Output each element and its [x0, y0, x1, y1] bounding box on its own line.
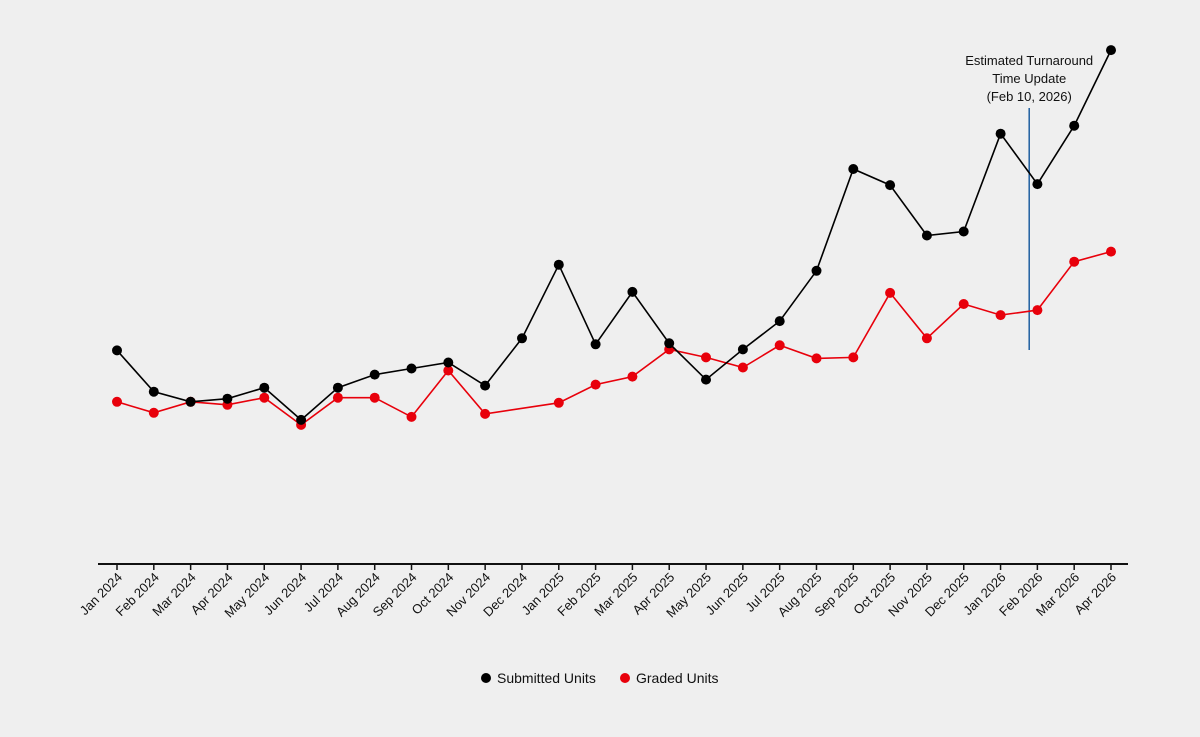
data-point — [332, 392, 343, 403]
data-point — [958, 299, 969, 309]
series-submitted — [112, 45, 1116, 425]
data-point — [148, 386, 159, 397]
data-point — [848, 352, 859, 363]
annotation-text-line: Estimated Turnaround — [965, 53, 1093, 68]
data-point — [553, 259, 564, 270]
data-point — [259, 382, 270, 393]
data-point — [222, 393, 233, 404]
data-point — [921, 333, 932, 344]
data-point — [848, 164, 859, 174]
data-point — [296, 414, 307, 425]
data-point — [480, 408, 491, 419]
series-line — [116, 49, 1112, 421]
data-point — [406, 411, 417, 422]
legend-item: Submitted Units — [481, 670, 596, 686]
data-point — [627, 286, 638, 297]
series-group — [112, 45, 1116, 430]
data-point — [811, 265, 822, 276]
data-point — [811, 353, 822, 364]
data-point — [1069, 120, 1080, 131]
data-point — [958, 226, 969, 237]
data-point — [995, 128, 1006, 139]
data-point — [885, 287, 896, 298]
data-point — [590, 379, 601, 390]
data-point — [443, 365, 454, 376]
data-point — [995, 310, 1006, 321]
data-point — [259, 392, 270, 403]
data-point — [148, 407, 159, 418]
legend-marker — [481, 673, 491, 683]
data-point — [701, 374, 711, 385]
data-point — [1032, 305, 1043, 316]
data-point — [921, 230, 932, 241]
data-point — [664, 338, 675, 349]
legend: Submitted Units Graded Units — [481, 670, 718, 686]
data-point — [774, 340, 785, 351]
data-point — [553, 397, 564, 408]
data-point — [112, 345, 122, 356]
data-point — [112, 396, 122, 407]
data-point — [443, 357, 454, 368]
data-point — [701, 352, 711, 363]
data-point — [332, 382, 343, 393]
legend-label: Submitted Units — [497, 670, 596, 686]
annotation-group: Estimated Turnaround Time Update (Feb 10, … — [965, 53, 1093, 350]
legend-marker — [620, 673, 630, 683]
series-graded — [112, 246, 1116, 430]
annotation-text-line: Time Update — [992, 71, 1066, 86]
data-point — [1106, 246, 1116, 257]
data-point — [369, 369, 380, 380]
data-point — [737, 344, 748, 355]
data-point — [406, 363, 417, 374]
legend-item: Graded Units — [620, 670, 718, 686]
data-point — [1106, 45, 1116, 56]
data-point — [627, 371, 638, 382]
data-point — [185, 396, 196, 407]
data-point — [590, 339, 601, 350]
data-point — [369, 392, 380, 403]
data-point — [885, 180, 896, 191]
data-point — [774, 316, 785, 327]
data-point — [480, 380, 491, 391]
data-point — [517, 333, 527, 344]
annotation-text-line: (Feb 10, 2026) — [987, 89, 1072, 104]
data-point — [1032, 179, 1043, 190]
legend-label: Graded Units — [636, 670, 718, 686]
data-point — [737, 362, 748, 373]
data-point — [1069, 256, 1080, 267]
